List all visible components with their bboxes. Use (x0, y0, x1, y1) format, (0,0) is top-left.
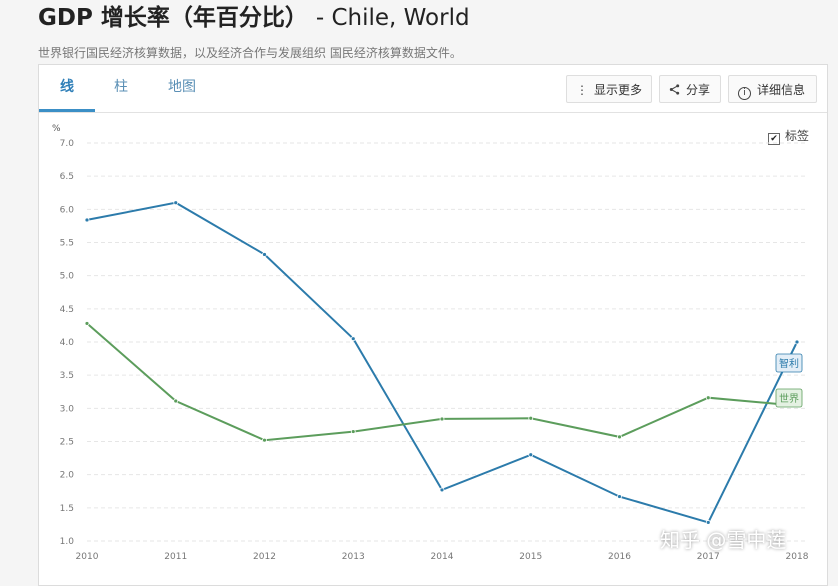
data-point (350, 336, 356, 342)
share-button[interactable]: 分享 (659, 75, 721, 103)
y-tick-label: 2.5 (60, 438, 74, 448)
data-point (528, 452, 534, 458)
share-icon (669, 76, 680, 104)
data-point (617, 434, 622, 440)
watermark: 知乎 @雪中莲 (660, 528, 787, 552)
data-point (84, 217, 90, 223)
data-point (262, 252, 267, 257)
y-tick-label: 3.5 (60, 371, 74, 381)
labels-checkbox-icon[interactable]: ✔ (768, 133, 780, 145)
y-tick-label: 5.0 (60, 272, 75, 282)
y-tick-label: 1.5 (60, 504, 74, 514)
series-label: 智利 (779, 357, 799, 370)
y-tick-label: 4.0 (60, 338, 75, 348)
series-line (86, 322, 798, 442)
title-countries: - Chile, World (315, 5, 470, 31)
x-tick-label: 2011 (164, 552, 187, 562)
tab-line[interactable]: 线 (39, 65, 95, 112)
data-point (84, 321, 90, 326)
x-tick-label: 2016 (608, 552, 631, 562)
series-label-box (775, 388, 803, 408)
title-main: GDP 增长率（年百分比） (38, 5, 308, 31)
labels-toggle-label: 标签 (785, 129, 810, 143)
tab-bar-chart[interactable]: 柱 (114, 79, 128, 95)
tab-map[interactable]: 地图 (168, 79, 196, 95)
info-icon: i (738, 87, 751, 100)
data-point (173, 200, 179, 206)
data-point (350, 429, 356, 434)
y-tick-label: 2.0 (60, 471, 75, 481)
details-label: 详细信息 (757, 83, 806, 97)
y-tick-label: 1.0 (60, 537, 75, 547)
y-tick-label: 7.0 (60, 139, 75, 149)
page-title: GDP 增长率（年百分比） - Chile, World (38, 0, 470, 32)
series-label-box (775, 353, 803, 373)
x-tick-label: 2015 (519, 552, 542, 562)
x-tick-label: 2014 (431, 552, 454, 562)
y-axis-unit: % (52, 124, 61, 134)
line-chart: % 7.0 6.5 6.0 5.5 5.0 4.5 4.0 3.5 3.0 2.5 2.0 1.5 1.0… (52, 124, 809, 562)
data-point (617, 494, 622, 499)
data-point (439, 416, 445, 422)
y-tick-label: 4.5 (60, 305, 74, 315)
chart-card: 线 柱 地图 ⋮ 显示更多 分享 i 详细信息 ✔ 标签 % 7.0 6.5 6.0 5.5 5… (38, 64, 828, 586)
y-tick-label: 3.0 (60, 404, 75, 414)
x-tick-label: 2010 (76, 552, 99, 562)
data-point (794, 339, 800, 345)
show-more-label: 显示更多 (594, 83, 643, 97)
data-point (262, 437, 267, 443)
x-tick-label: 2013 (342, 552, 365, 562)
y-tick-label: 6.5 (60, 172, 74, 182)
x-tick-label: 2018 (786, 552, 809, 562)
x-tick-label: 2017 (697, 552, 720, 562)
source-note: 世界银行国民经济核算数据，以及经济合作与发展组织 国民经济核算数据文件。 (38, 46, 462, 60)
x-tick-label: 2012 (253, 552, 276, 562)
data-point (705, 520, 711, 525)
labels-toggle[interactable]: ✔ 标签 (768, 127, 809, 145)
details-button[interactable]: i 详细信息 (728, 75, 817, 103)
data-point (439, 487, 445, 493)
data-point (705, 395, 711, 401)
share-label: 分享 (686, 83, 711, 97)
more-vertical-icon: ⋮ (576, 83, 588, 97)
data-point (528, 415, 534, 421)
tab-bar: 线 柱 地图 ⋮ 显示更多 分享 i 详细信息 (39, 65, 827, 113)
show-more-button[interactable]: ⋮ 显示更多 (566, 75, 652, 103)
y-tick-label: 6.0 (60, 205, 75, 215)
y-tick-label: 5.5 (60, 239, 74, 249)
series-label: 世界 (779, 393, 799, 405)
data-point (173, 398, 179, 404)
